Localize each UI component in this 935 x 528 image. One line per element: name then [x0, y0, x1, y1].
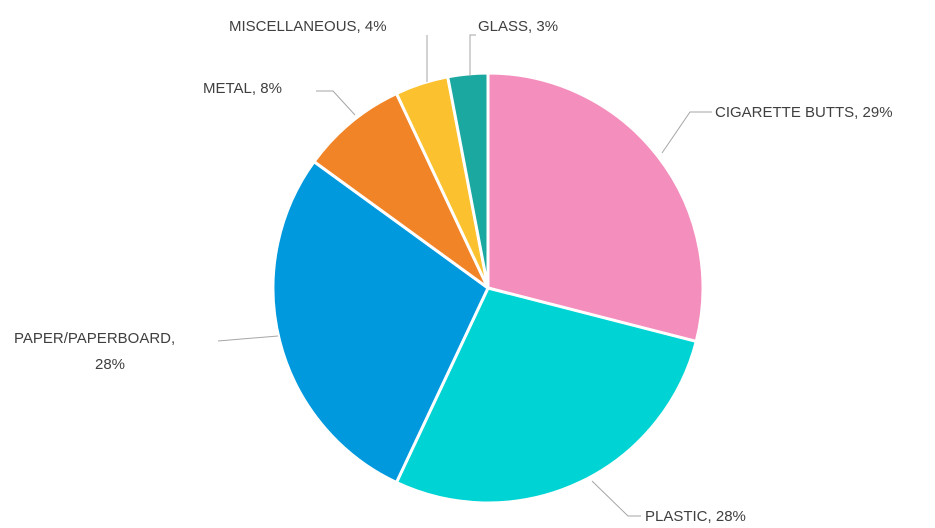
leader-line-metal — [316, 90, 356, 116]
data-label-metal: METAL, 8% — [203, 80, 282, 97]
data-label-glass: GLASS, 3% — [478, 18, 558, 35]
data-labels: CIGARETTE BUTTS, 29% PLASTIC, 28% PAPER/… — [14, 18, 893, 525]
leader-line-glass — [469, 34, 476, 76]
leader-line-plastic — [591, 480, 641, 517]
pie-slice-plastic — [394, 286, 698, 505]
pie-slice-cigarette-butts — [486, 71, 705, 343]
data-label-paper-line1: PAPER/PAPERBOARD, — [14, 330, 175, 347]
data-label-cigarette-butts: CIGARETTE BUTTS, 29% — [715, 104, 893, 121]
pie-slice-metal — [312, 91, 490, 290]
data-label-plastic: PLASTIC, 28% — [645, 508, 746, 525]
leader-lines — [217, 34, 712, 517]
data-label-paper-line2: 28% — [95, 356, 125, 373]
pie-slices — [271, 71, 705, 505]
leader-line-paper — [217, 335, 279, 342]
leader-line-cigarette-butts — [661, 111, 712, 154]
data-label-miscellaneous: MISCELLANEOUS, 4% — [229, 18, 387, 35]
pie-slice-glass — [446, 71, 490, 290]
pie-slice-paper-paperboard — [271, 160, 490, 485]
